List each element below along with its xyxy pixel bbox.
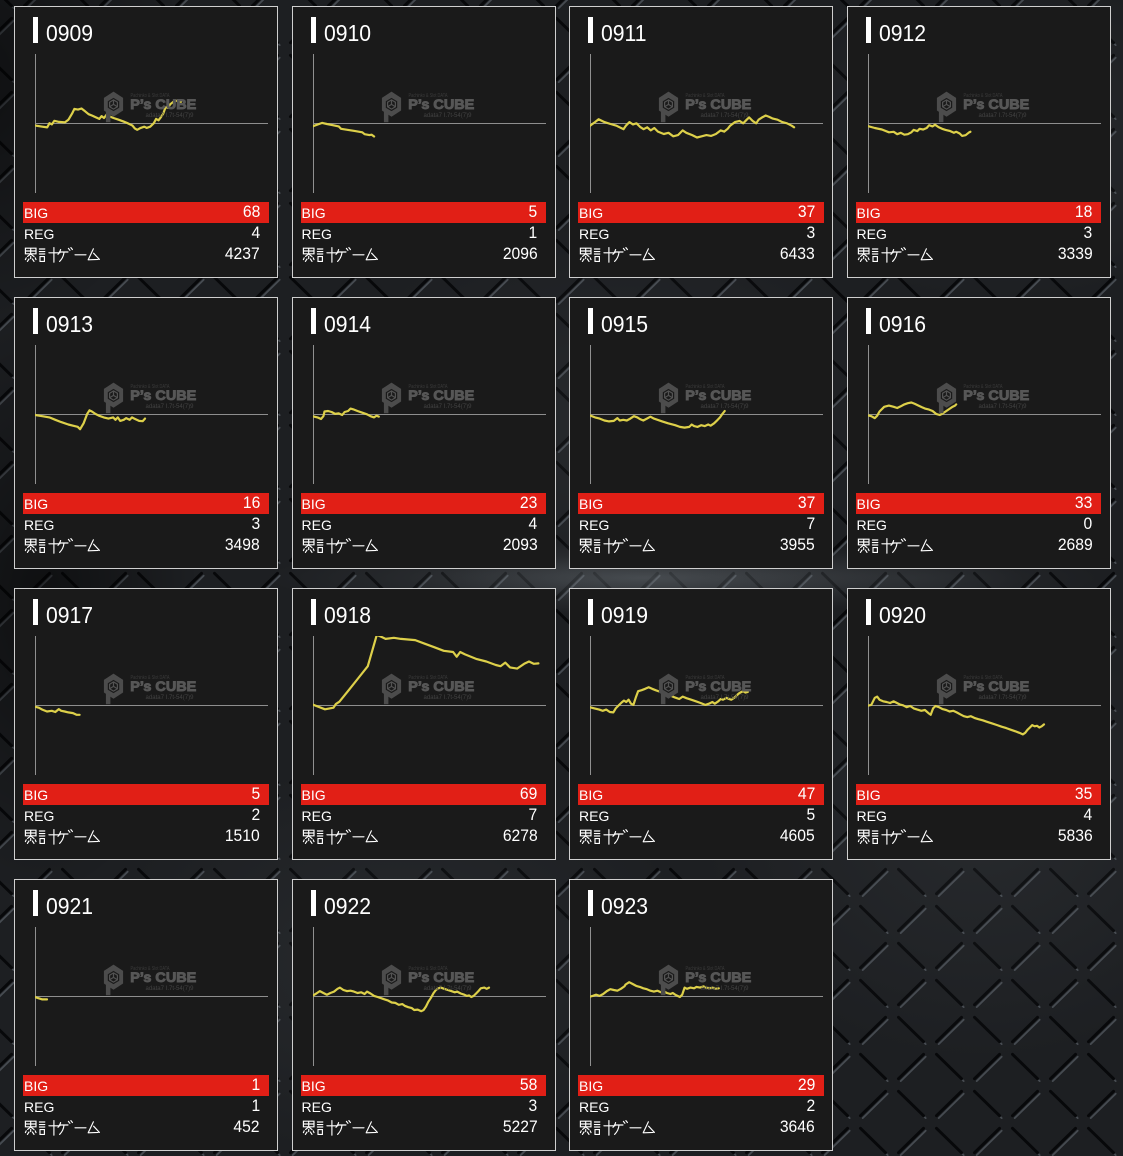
svg-text:adata7 I.7t-54(7)9: adata7 I.7t-54(7)9 [978,113,1027,119]
svg-text:adata7 I.7t-54(7)9: adata7 I.7t-54(7)9 [146,986,195,992]
svg-text:Pachinko & Slot DATA: Pachinko & Slot DATA [963,675,1002,681]
svg-text:P’s CUBE: P’s CUBE [408,679,474,694]
svg-text:Pachinko & Slot DATA: Pachinko & Slot DATA [131,675,170,681]
svg-text:Pachinko & Slot DATA: Pachinko & Slot DATA [131,966,170,972]
svg-text:Pachinko & Slot DATA: Pachinko & Slot DATA [408,675,447,681]
svg-text:Pachinko & Slot DATA: Pachinko & Slot DATA [131,93,170,99]
svg-text:P’s CUBE: P’s CUBE [408,97,474,112]
svg-text:adata7 I.7t-54(7)9: adata7 I.7t-54(7)9 [978,404,1027,410]
svg-text:Pachinko & Slot DATA: Pachinko & Slot DATA [686,384,725,390]
svg-text:P’s CUBE: P’s CUBE [130,970,196,985]
svg-text:P’s CUBE: P’s CUBE [408,970,474,985]
svg-text:adata7 I.7t-54(7)9: adata7 I.7t-54(7)9 [701,404,750,410]
svg-text:adata7 I.7t-54(7)9: adata7 I.7t-54(7)9 [701,986,750,992]
svg-text:adata7 I.7t-54(7)9: adata7 I.7t-54(7)9 [146,113,195,119]
svg-text:Pachinko & Slot DATA: Pachinko & Slot DATA [686,93,725,99]
svg-text:Pachinko & Slot DATA: Pachinko & Slot DATA [408,966,447,972]
svg-text:P’s CUBE: P’s CUBE [685,679,751,694]
svg-text:P’s CUBE: P’s CUBE [685,970,751,985]
svg-text:P’s CUBE: P’s CUBE [963,388,1029,403]
svg-text:P’s CUBE: P’s CUBE [963,97,1029,112]
svg-text:P’s CUBE: P’s CUBE [685,97,751,112]
svg-text:Pachinko & Slot DATA: Pachinko & Slot DATA [686,966,725,972]
svg-text:adata7 I.7t-54(7)9: adata7 I.7t-54(7)9 [701,695,750,701]
svg-text:Pachinko & Slot DATA: Pachinko & Slot DATA [131,384,170,390]
svg-text:P’s CUBE: P’s CUBE [130,388,196,403]
svg-text:adata7 I.7t-54(7)9: adata7 I.7t-54(7)9 [701,113,750,119]
svg-text:P’s CUBE: P’s CUBE [130,679,196,694]
svg-text:adata7 I.7t-54(7)9: adata7 I.7t-54(7)9 [423,404,472,410]
svg-text:Pachinko & Slot DATA: Pachinko & Slot DATA [963,93,1002,99]
svg-text:adata7 I.7t-54(7)9: adata7 I.7t-54(7)9 [978,695,1027,701]
svg-text:P’s CUBE: P’s CUBE [963,679,1029,694]
svg-text:Pachinko & Slot DATA: Pachinko & Slot DATA [686,675,725,681]
svg-text:adata7 I.7t-54(7)9: adata7 I.7t-54(7)9 [146,404,195,410]
svg-text:P’s CUBE: P’s CUBE [685,388,751,403]
svg-text:Pachinko & Slot DATA: Pachinko & Slot DATA [408,384,447,390]
svg-text:P’s CUBE: P’s CUBE [130,97,196,112]
svg-text:P’s CUBE: P’s CUBE [408,388,474,403]
svg-text:adata7 I.7t-54(7)9: adata7 I.7t-54(7)9 [423,695,472,701]
svg-text:adata7 I.7t-54(7)9: adata7 I.7t-54(7)9 [146,695,195,701]
svg-text:Pachinko & Slot DATA: Pachinko & Slot DATA [963,384,1002,390]
svg-text:adata7 I.7t-54(7)9: adata7 I.7t-54(7)9 [423,113,472,119]
svg-text:Pachinko & Slot DATA: Pachinko & Slot DATA [408,93,447,99]
svg-text:adata7 I.7t-54(7)9: adata7 I.7t-54(7)9 [423,986,472,992]
